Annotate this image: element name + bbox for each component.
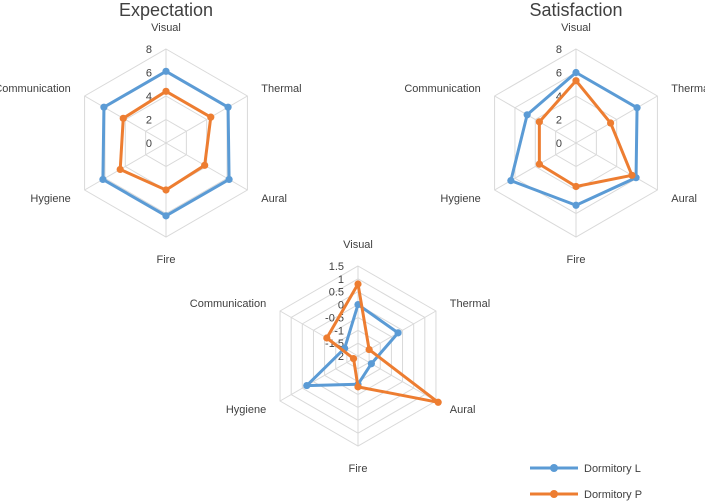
series-line-dormitory-p bbox=[118, 89, 213, 192]
tick-label: 4 bbox=[556, 91, 562, 103]
axis-label-visual: Visual bbox=[561, 22, 591, 34]
data-point-dormitory-p-visual bbox=[162, 87, 170, 95]
data-point-dormitory-p-hygiene bbox=[116, 165, 124, 174]
data-point-dormitory-p-aural bbox=[201, 161, 209, 169]
data-point-dormitory-p-hygiene bbox=[349, 354, 358, 363]
axis-label-fire: Fire bbox=[157, 254, 176, 266]
axis-label-communication: Communication bbox=[0, 83, 71, 95]
legend: Dormitory L Dormitory P bbox=[530, 463, 642, 501]
tick-label: 2 bbox=[556, 115, 562, 127]
data-point-dormitory-l-aural bbox=[225, 175, 233, 184]
axis-label-hygiene: Hygiene bbox=[440, 193, 480, 205]
axis-label-thermal: Thermal bbox=[671, 83, 705, 95]
data-point-dormitory-l-hygiene bbox=[303, 381, 311, 390]
axis-label-fire: Fire bbox=[349, 463, 368, 475]
axis-spoke bbox=[165, 95, 248, 144]
legend-item-dormitory-p: Dormitory P bbox=[530, 489, 642, 501]
data-point-dormitory-l-visual bbox=[162, 67, 170, 75]
data-point-dormitory-p-visual bbox=[572, 77, 580, 85]
data-point-dormitory-p-aural bbox=[434, 398, 442, 406]
axis-label-aural: Aural bbox=[261, 193, 287, 205]
data-point-dormitory-l-communication bbox=[100, 103, 108, 111]
radar-chart-satisfaction: Satisfaction 0 2 4 6 8 Visual Thermal Aural Fir… bbox=[404, 0, 705, 266]
data-point-dormitory-l-thermal bbox=[224, 103, 232, 111]
tick-label: 6 bbox=[146, 68, 152, 80]
tick-label: 8 bbox=[146, 44, 152, 56]
data-point-dormitory-l-fire bbox=[162, 212, 170, 220]
data-point-dormitory-l-aural bbox=[367, 360, 375, 368]
radar-chart-expectation: Expectation 0 2 4 6 8 Visual Thermal Aural Fire… bbox=[0, 0, 302, 266]
axis-label-communication: Communication bbox=[404, 83, 480, 95]
data-point-dormitory-p-hygiene bbox=[535, 160, 543, 168]
data-point-dormitory-l-hygiene bbox=[507, 177, 515, 185]
axis-spoke bbox=[279, 355, 359, 402]
tick-label: 1 bbox=[338, 274, 344, 286]
tick-label: -2 bbox=[334, 351, 344, 363]
data-point-dormitory-l-visual bbox=[572, 68, 580, 77]
tick-label: 8 bbox=[556, 44, 562, 56]
axis-spoke bbox=[494, 95, 577, 144]
tick-label: 6 bbox=[556, 68, 562, 80]
axis-label-thermal: Thermal bbox=[450, 298, 490, 310]
radar-chart-difference: -2-1.5-1-0.500.511.5 VisualThermalAuralF… bbox=[190, 239, 490, 475]
legend-label-dormitory-l: Dormitory L bbox=[584, 463, 641, 475]
chart-title-expectation: Expectation bbox=[119, 0, 213, 20]
data-point-dormitory-p-communication bbox=[119, 114, 127, 122]
data-point-dormitory-p-fire bbox=[162, 186, 170, 194]
axis-label-aural: Aural bbox=[450, 404, 476, 416]
tick-label: 0.5 bbox=[329, 287, 344, 299]
tick-label: 0 bbox=[556, 138, 562, 150]
data-point-dormitory-l-thermal bbox=[394, 329, 402, 337]
legend-marker-dormitory-l bbox=[550, 464, 558, 472]
data-point-dormitory-l-hygiene bbox=[99, 175, 107, 184]
axis-label-visual: Visual bbox=[343, 239, 373, 251]
axis-label-visual: Visual bbox=[151, 22, 181, 34]
axis-label-thermal: Thermal bbox=[261, 83, 301, 95]
legend-item-dormitory-l: Dormitory L bbox=[530, 463, 641, 475]
data-point-dormitory-p-thermal bbox=[606, 119, 615, 127]
data-point-dormitory-l-communication bbox=[523, 111, 531, 119]
axis-spoke bbox=[84, 142, 167, 191]
tick-label: 1.5 bbox=[329, 261, 344, 273]
tick-label: -1 bbox=[334, 325, 344, 337]
data-point-dormitory-p-fire bbox=[354, 383, 362, 391]
axis-label-hygiene: Hygiene bbox=[226, 404, 266, 416]
data-point-dormitory-p-thermal bbox=[365, 345, 373, 354]
data-point-dormitory-p-fire bbox=[572, 182, 580, 191]
data-point-dormitory-p-communication bbox=[323, 334, 331, 342]
axis-label-fire: Fire bbox=[567, 254, 586, 266]
legend-marker-dormitory-p bbox=[550, 490, 558, 498]
data-point-dormitory-p-communication bbox=[535, 118, 543, 126]
tick-label: 0 bbox=[338, 300, 344, 312]
axis-spoke bbox=[575, 95, 658, 144]
data-point-dormitory-l-fire bbox=[572, 201, 580, 209]
tick-label: 2 bbox=[146, 115, 152, 127]
axis-spoke bbox=[575, 142, 658, 191]
chart-title-satisfaction: Satisfaction bbox=[529, 0, 622, 20]
tick-label: 0 bbox=[146, 138, 152, 150]
axis-label-communication: Communication bbox=[190, 298, 266, 310]
data-point-dormitory-l-thermal bbox=[633, 104, 641, 112]
legend-label-dormitory-p: Dormitory P bbox=[584, 489, 642, 501]
axis-label-aural: Aural bbox=[671, 193, 697, 205]
data-point-dormitory-p-aural bbox=[628, 171, 636, 179]
data-point-dormitory-p-thermal bbox=[207, 113, 215, 121]
axis-label-hygiene: Hygiene bbox=[30, 193, 70, 205]
data-point-dormitory-p-visual bbox=[354, 280, 362, 288]
series-line-dormitory-l bbox=[305, 303, 400, 388]
tick-label: 4 bbox=[146, 91, 152, 103]
